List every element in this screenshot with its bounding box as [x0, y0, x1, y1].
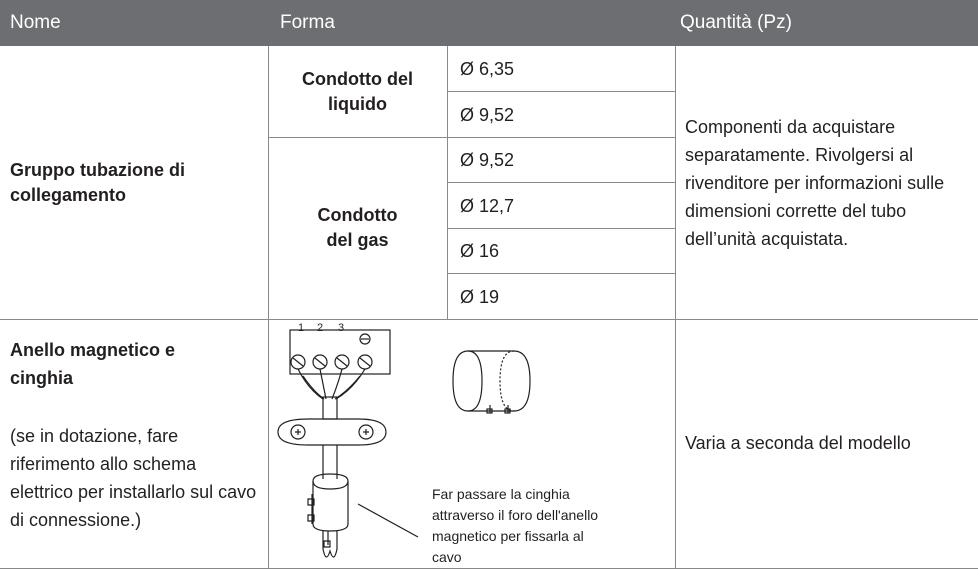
size-line — [447, 182, 675, 183]
name: Anello magnetico e cinghia — [10, 340, 176, 388]
row-line — [0, 568, 978, 569]
figure-caption: Far passare la cinghia attraverso il for… — [432, 486, 599, 565]
header-row — [0, 0, 978, 46]
group-cell: Condotto del gas — [268, 137, 447, 319]
group-cell: Condotto del liquido — [268, 46, 447, 137]
size-line — [447, 228, 675, 229]
column-line — [675, 46, 676, 569]
quantity-cell: Varia a seconda del modello — [685, 319, 970, 568]
header-cell: Forma — [280, 0, 335, 46]
quantity-cell: Componenti da acquistare separatamente. … — [685, 46, 970, 319]
name: Gruppo tubazione di collegamento — [10, 159, 185, 205]
size: Ø 12,7 — [460, 196, 515, 216]
size: Ø 6,35 — [460, 59, 515, 79]
group-label: Condotto del gas — [317, 205, 398, 250]
size: Ø 9,52 — [460, 105, 515, 125]
figure: 1 2 3 — [277, 322, 531, 558]
quantity: Componenti da acquistare separatamente. … — [685, 116, 945, 249]
header-cell: Nome — [10, 0, 61, 46]
group-label: Condotto del liquido — [302, 68, 413, 114]
size-line — [447, 91, 675, 92]
row-line — [0, 319, 978, 320]
size: Ø 9,52 — [460, 150, 515, 170]
group-line — [268, 137, 675, 138]
size-line — [447, 273, 675, 274]
size: Ø 16 — [460, 241, 500, 261]
name-cell: Gruppo tubazione di collegamento — [10, 46, 240, 319]
column-line — [268, 46, 269, 569]
note: (se in dotazione, fare riferimento allo … — [10, 426, 257, 530]
size: Ø 19 — [460, 287, 500, 307]
quantity: Varia a seconda del modello — [685, 433, 911, 453]
terminal-label: 1 — [298, 322, 304, 334]
header-cell: Quantità (Pz) — [680, 0, 792, 46]
terminal-label: 2 — [317, 322, 323, 334]
terminal-label: 3 — [338, 322, 344, 334]
